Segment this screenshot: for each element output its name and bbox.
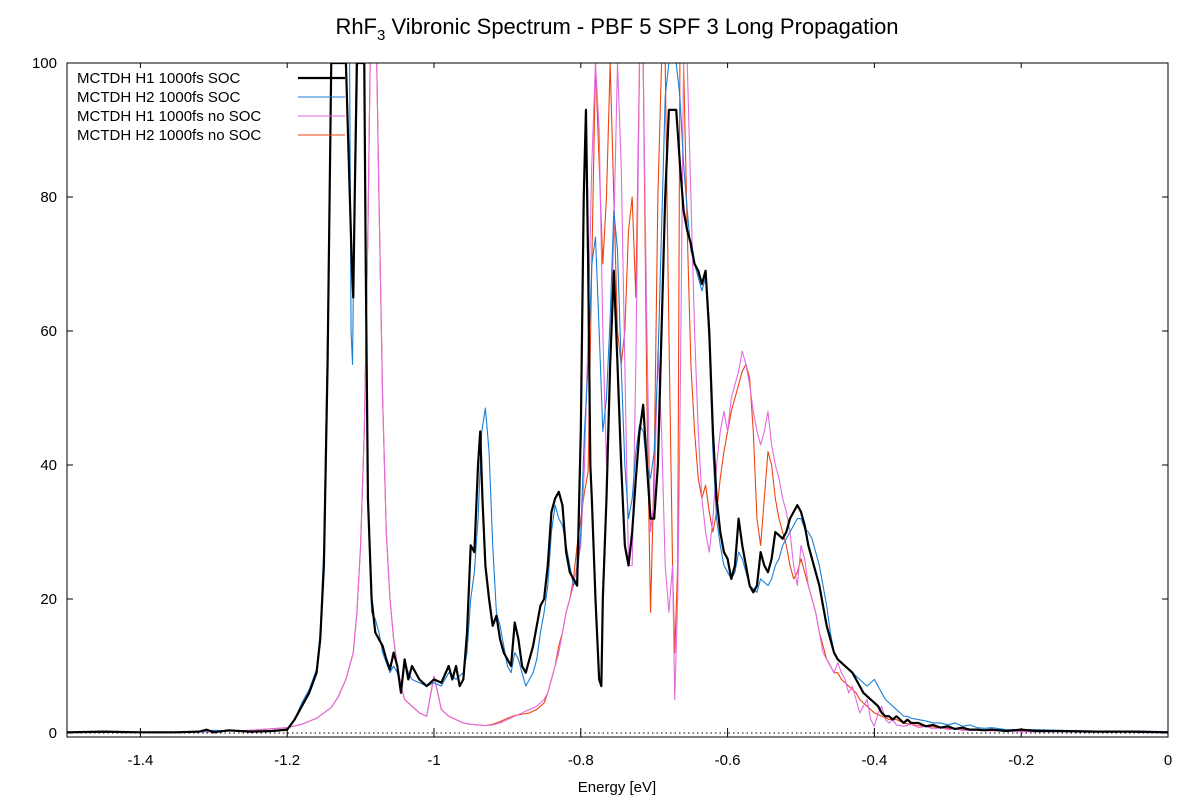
y-axis-ticks: 0 20 40 60 80 100: [32, 55, 1168, 742]
plot-frame: [66, 62, 1169, 738]
legend: MCTDH H1 1000fs SOC MCTDH H2 1000fs SOC MC…: [77, 70, 345, 144]
x-tick-label: -0.6: [715, 752, 741, 769]
chart-title-rest: Vibronic Spectrum - PBF 5 SPF 3 Long Pro…: [385, 14, 898, 39]
x-tick-label: -0.8: [568, 752, 594, 769]
series-line-4: [67, 63, 1168, 733]
x-axis-ticks: -1.4 -1.2 -1 -0.8 -0.6 -0.4 -0.2 0: [127, 63, 1172, 769]
series-line-3: [67, 63, 1168, 733]
y-tick-label: 100: [32, 55, 57, 72]
y-tick-label: 0: [49, 725, 57, 742]
x-tick-label: -1.4: [127, 752, 153, 769]
x-tick-label: -0.2: [1008, 752, 1034, 769]
x-tick-label: -1: [427, 752, 440, 769]
series-line-2: [67, 63, 1168, 733]
x-tick-label: -1.2: [274, 752, 300, 769]
y-tick-label: 20: [40, 591, 57, 608]
chart-title-subscript: 3: [377, 27, 385, 44]
series-lines: [67, 63, 1168, 734]
legend-label-3: MCTDH H1 1000fs no SOC: [77, 108, 261, 125]
x-axis-label: Energy [eV]: [578, 779, 656, 796]
x-tick-label: 0: [1164, 752, 1172, 769]
legend-label-1: MCTDH H1 1000fs SOC: [77, 70, 241, 87]
chart-title: RhF3 Vibronic Spectrum - PBF 5 SPF 3 Lon…: [335, 14, 898, 44]
x-tick-label: -0.4: [861, 752, 887, 769]
y-tick-label: 60: [40, 323, 57, 340]
legend-label-2: MCTDH H2 1000fs SOC: [77, 89, 241, 106]
series-line-1: [67, 63, 1168, 734]
y-tick-label: 80: [40, 189, 57, 206]
y-tick-label: 40: [40, 457, 57, 474]
legend-label-4: MCTDH H2 1000fs no SOC: [77, 127, 261, 144]
